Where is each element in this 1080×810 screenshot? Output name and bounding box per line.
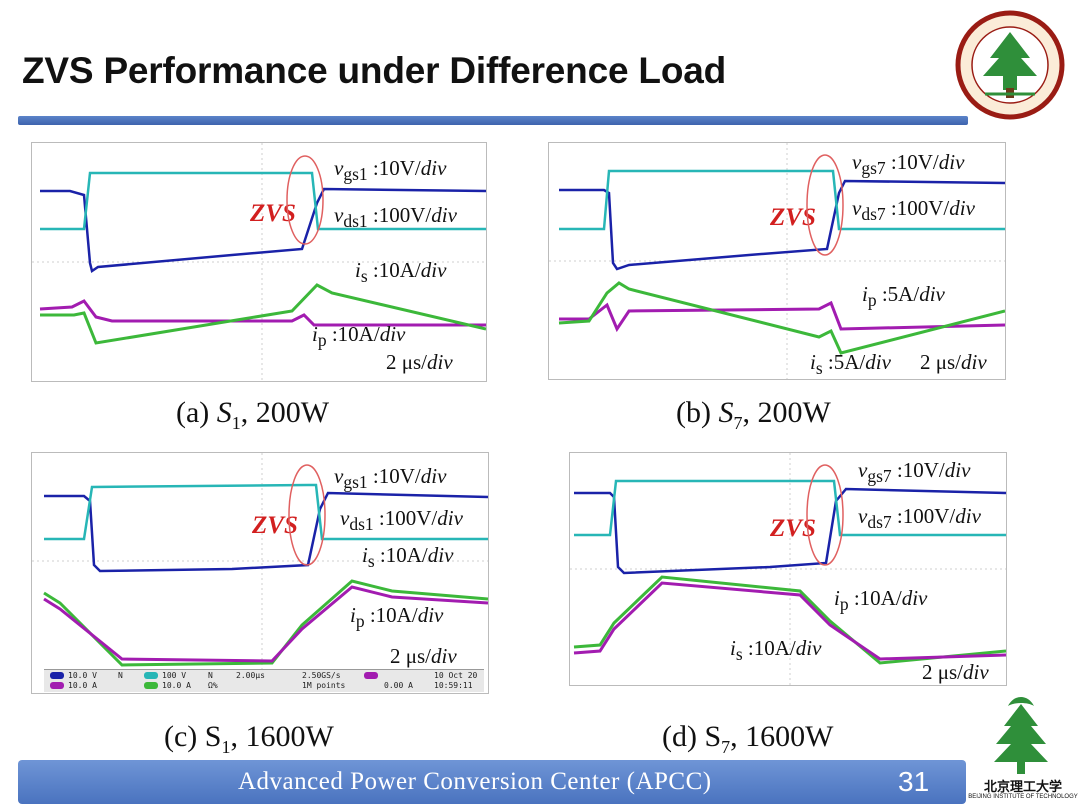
- footer-text: Advanced Power Conversion Center (APCC): [238, 768, 712, 795]
- university-name-zh: 北京理工大学: [983, 780, 1062, 795]
- annotation-ip-d: ip :10A/div: [834, 586, 928, 615]
- time-scale-c: 2 μs/div: [390, 644, 457, 668]
- slide-title: ZVS Performance under Difference Load: [22, 50, 727, 91]
- ip-trace: [573, 581, 1006, 661]
- annotation-vds-a: vds1 :100V/div: [334, 203, 457, 232]
- annotation-vds-b: vds7 :100V/div: [852, 196, 975, 225]
- annotation-ip-b: ip :5A/div: [862, 282, 945, 311]
- annotation-vgs-a: vgs1 :10V/div: [334, 156, 447, 185]
- zvs-ellipse-c: [288, 464, 326, 566]
- vds-trace: [44, 483, 488, 541]
- time-scale-d: 2 μs/div: [922, 660, 989, 684]
- scope-panel-d: [569, 452, 1007, 686]
- annotation-is-a: is :10A/div: [355, 258, 447, 287]
- scope-panel-b: [548, 142, 1006, 380]
- annotation-ip-c: ip :10A/div: [350, 603, 444, 632]
- zvs-ellipse-d: [806, 464, 844, 566]
- footer-bar: Advanced Power Conversion Center (APCC) …: [18, 760, 966, 804]
- annotation-vds-d: vds7 :100V/div: [858, 504, 981, 533]
- annotation-vgs-c: vgs1 :10V/div: [334, 464, 447, 493]
- caption-d: (d) S7, 1600W: [662, 720, 834, 757]
- time-scale-a: 2 μs/div: [386, 350, 453, 374]
- university-seal-logo: [955, 10, 1065, 120]
- is-trace: [40, 283, 486, 345]
- vds-trace: [574, 479, 1006, 537]
- time-scale-b: 2 μs/div: [920, 350, 987, 374]
- annotation-is-c: is :10A/div: [362, 543, 454, 572]
- annotation-vds-c: vds1 :100V/div: [340, 506, 463, 535]
- annotation-vgs-b: vgs7 :10V/div: [852, 150, 965, 179]
- scope-traces-b: [549, 143, 1005, 379]
- ip-trace: [43, 585, 488, 663]
- annotation-is-b: is :5A/div: [810, 350, 891, 379]
- annotation-ip-a: ip :10A/div: [312, 322, 406, 351]
- university-name-en: BEIJING INSTITUTE OF TECHNOLOGY: [968, 794, 1078, 800]
- vgs-trace: [40, 187, 486, 274]
- is-trace: [573, 575, 1006, 665]
- scope-status-bar: 10.0 V N 10.0 A 100 V N 10.0 A Ω% 2.00μs…: [44, 669, 484, 692]
- caption-b: (b) S7, 200W: [676, 396, 831, 433]
- tree-logo: [994, 697, 1048, 774]
- title-rule: [18, 116, 968, 125]
- zvs-ellipse-a: [286, 155, 324, 245]
- annotation-is-d: is :10A/div: [730, 636, 822, 665]
- zvs-ellipse-b: [806, 154, 844, 256]
- caption-c: (c) S1, 1600W: [164, 720, 334, 757]
- caption-a: (a) S1, 200W: [176, 396, 330, 433]
- ip-trace: [39, 299, 486, 327]
- vds-trace: [559, 169, 1005, 231]
- annotation-vgs-d: vgs7 :10V/div: [858, 458, 971, 487]
- page-number: 31: [898, 766, 930, 797]
- is-trace: [558, 281, 1005, 355]
